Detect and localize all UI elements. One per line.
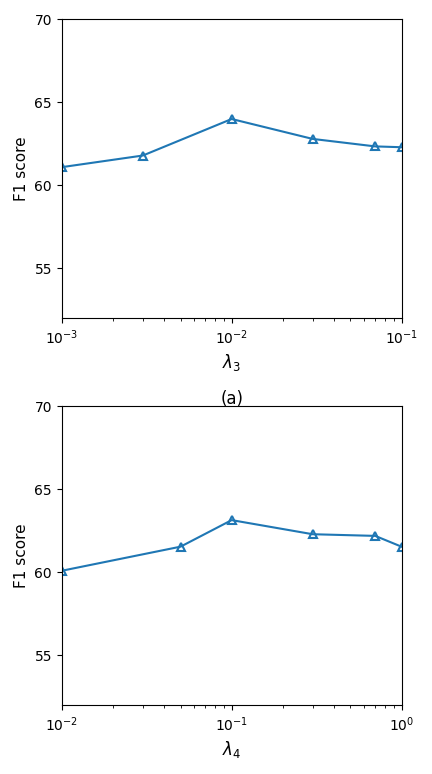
Text: (a): (a) bbox=[220, 390, 243, 409]
X-axis label: $\lambda_3$: $\lambda_3$ bbox=[222, 352, 241, 373]
X-axis label: $\lambda_4$: $\lambda_4$ bbox=[222, 739, 241, 760]
Y-axis label: F1 score: F1 score bbox=[14, 523, 29, 588]
Y-axis label: F1 score: F1 score bbox=[14, 136, 29, 201]
